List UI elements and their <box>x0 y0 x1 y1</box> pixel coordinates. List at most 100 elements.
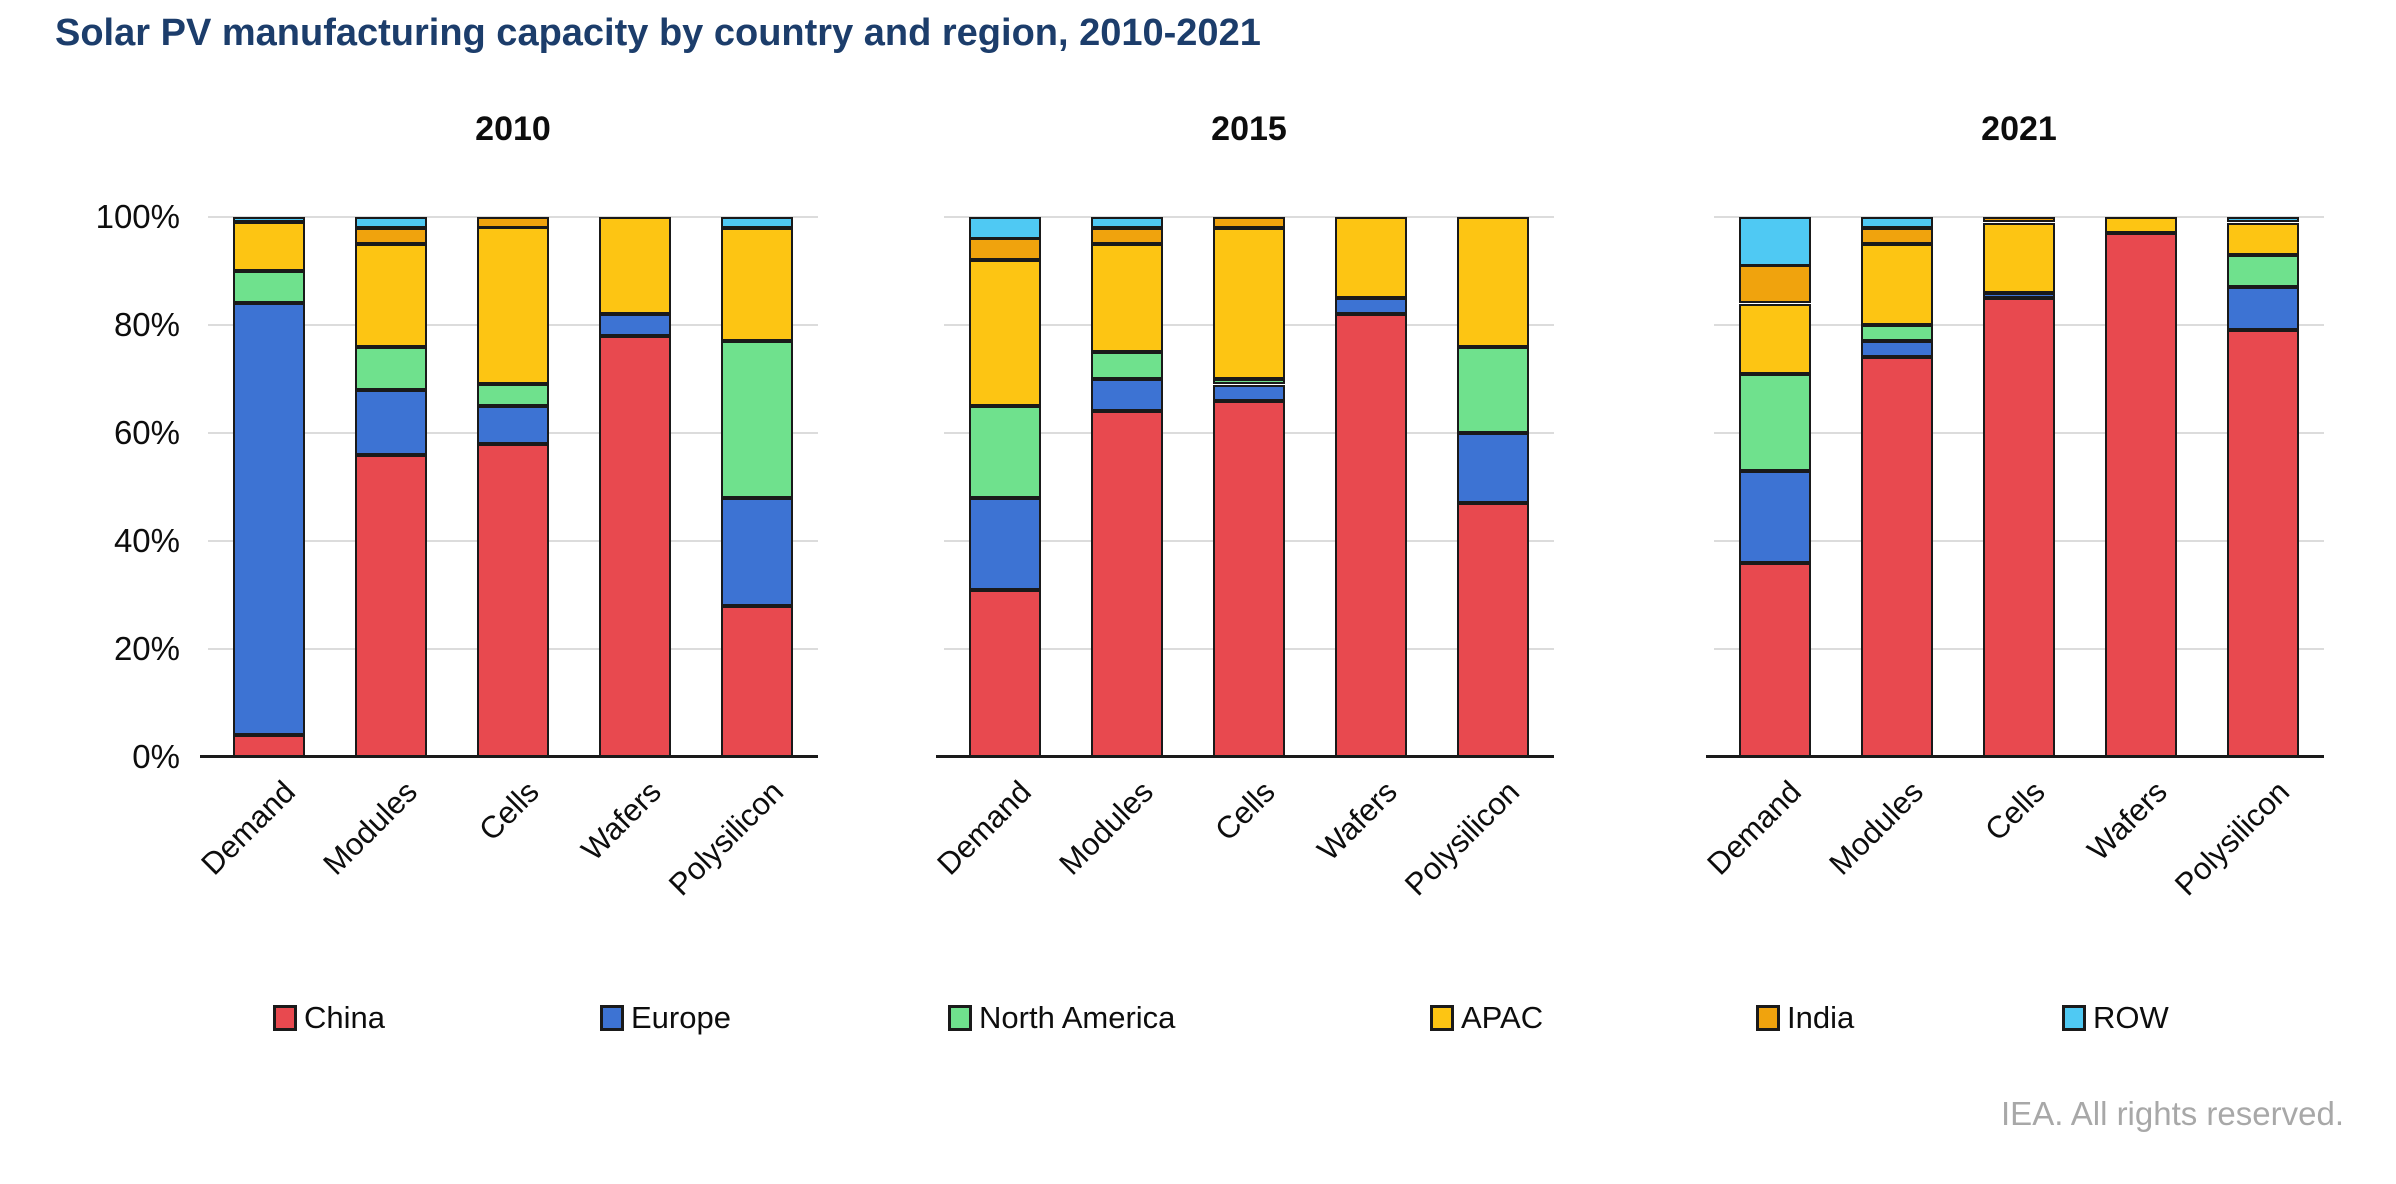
legend-swatch-apac <box>1430 1005 1454 1031</box>
bar-segment-2010-modules-europe <box>355 390 427 455</box>
x-axis-line <box>936 755 1554 758</box>
x-axis-line <box>1706 755 2324 758</box>
legend-swatch-north-america <box>948 1005 972 1031</box>
legend-item-europe: Europe <box>600 1000 731 1036</box>
bar-segment-2010-modules-india <box>355 228 427 244</box>
x-axis-line <box>200 755 818 758</box>
legend-item-india: India <box>1756 1000 1854 1036</box>
x-tick-label-wafers: Wafers <box>1310 774 1404 868</box>
chart-panel-2015: 2015 Demand Modules Cells Wafers Polysilicon <box>930 110 1554 950</box>
plot-area-2021 <box>1706 216 2324 758</box>
x-tick-label-cells: Cells <box>472 774 546 848</box>
bar-segment-2021-demand-north-america <box>1739 374 1811 471</box>
bar-segment-2010-cells-china <box>477 444 549 757</box>
bar-segment-2015-polysilicon-europe <box>1457 433 1529 503</box>
bar-segment-2021-cells-apac <box>1983 223 2055 293</box>
bar-segment-2010-modules-apac <box>355 244 427 347</box>
bar-segment-2021-polysilicon-europe <box>2227 287 2299 330</box>
chart-title-2015: 2015 <box>1211 110 1287 148</box>
bar-segment-2015-cells-india <box>1213 217 1285 228</box>
bar-segment-2010-polysilicon-apac <box>721 228 793 341</box>
bar-segment-2015-polysilicon-north-america <box>1457 347 1529 433</box>
bar-segment-2010-polysilicon-europe <box>721 498 793 606</box>
bar-segment-2021-demand-apac <box>1739 304 1811 374</box>
bar-segment-2015-wafers-apac <box>1335 217 1407 298</box>
bar-segment-2015-polysilicon-apac <box>1457 217 1529 347</box>
bar-segment-2015-modules-europe <box>1091 379 1163 411</box>
plot-area-2015 <box>936 216 1554 758</box>
x-tick-label-wafers: Wafers <box>2080 774 2174 868</box>
bar-segment-2021-polysilicon-row <box>2227 217 2299 222</box>
bar-segment-2015-wafers-china <box>1335 314 1407 757</box>
bar-segment-2010-cells-europe <box>477 406 549 444</box>
bar-segment-2015-demand-apac <box>969 260 1041 406</box>
bar-segment-2015-wafers-europe <box>1335 298 1407 314</box>
legend-swatch-china <box>273 1005 297 1031</box>
bar-segment-2021-modules-row <box>1861 217 1933 228</box>
bar-segment-2010-demand-apac <box>233 222 305 271</box>
x-axis-labels-2010: Demand Modules Cells Wafers Polysilicon <box>194 760 818 950</box>
bar-segment-2021-modules-china <box>1861 357 1933 757</box>
bar-segment-2010-polysilicon-row <box>721 217 793 228</box>
bar-segment-2021-demand-india <box>1739 265 1811 303</box>
legend-label: ROW <box>2093 1000 2169 1035</box>
legend-swatch-row <box>2062 1005 2086 1031</box>
legend-label: Europe <box>631 1000 731 1035</box>
bar-segment-2015-cells-north-america <box>1213 379 1285 384</box>
y-tick-label-60pct: 60% <box>113 414 180 451</box>
legend-swatch-europe <box>600 1005 624 1031</box>
bar-segment-2010-cells-apac <box>477 227 549 384</box>
plot-area-2010 <box>200 216 818 758</box>
legend-item-north-america: North America <box>948 1000 1175 1036</box>
x-tick-label-modules: Modules <box>316 774 424 882</box>
bar-segment-2015-demand-north-america <box>969 406 1041 498</box>
bar-segment-2021-cells-europe <box>1983 293 2055 298</box>
x-tick-label-demand: Demand <box>1700 774 1808 882</box>
legend-label: China <box>304 1000 385 1035</box>
y-axis: 100% 80% 60% 40% 20% 0% <box>30 198 190 775</box>
bar-segment-2010-cells-north-america <box>477 384 549 406</box>
bar-segment-2010-demand-europe <box>233 303 305 735</box>
x-tick-label-demand: Demand <box>930 774 1038 882</box>
bar-segment-2021-polysilicon-apac <box>2227 223 2299 255</box>
x-tick-label-demand: Demand <box>194 774 302 882</box>
legend-label: India <box>1787 1000 1855 1035</box>
bar-segment-2015-modules-apac <box>1091 244 1163 352</box>
x-tick-label-polysilicon: Polysilicon <box>2167 774 2296 903</box>
bar-segment-2015-demand-india <box>969 238 1041 260</box>
bar-segment-2015-cells-europe <box>1213 385 1285 401</box>
bar-segment-2015-modules-india <box>1091 228 1163 244</box>
legend-item-row: ROW <box>2062 1000 2169 1036</box>
x-tick-label-cells: Cells <box>1208 774 1282 848</box>
bar-segment-2015-demand-china <box>969 590 1041 757</box>
bar-segment-2010-wafers-china <box>599 336 671 757</box>
bar-segment-2015-modules-china <box>1091 411 1163 757</box>
x-tick-label-wafers: Wafers <box>574 774 668 868</box>
bar-segment-2015-demand-row <box>969 217 1041 239</box>
bar-segment-2021-modules-europe <box>1861 341 1933 357</box>
y-tick-label-40pct: 40% <box>113 522 180 559</box>
bar-segment-2021-polysilicon-china <box>2227 330 2299 757</box>
bar-segment-2021-demand-china <box>1739 563 1811 757</box>
bar-segment-2021-wafers-china <box>2105 233 2177 757</box>
bar-segment-2010-polysilicon-north-america <box>721 341 793 498</box>
bar-segment-2021-modules-north-america <box>1861 325 1933 341</box>
bar-segment-2015-cells-china <box>1213 401 1285 757</box>
bar-segment-2021-demand-row <box>1739 217 1811 266</box>
bar-segment-2021-cells-india <box>1983 217 2055 222</box>
figure-title: Solar PV manufacturing capacity by count… <box>55 12 1261 54</box>
x-tick-label-modules: Modules <box>1052 774 1160 882</box>
bar-segment-2021-demand-europe <box>1739 471 1811 563</box>
bar-segment-2010-demand-china <box>233 735 305 757</box>
bar-segment-2010-modules-north-america <box>355 347 427 390</box>
y-tick-label-100pct: 100% <box>95 198 180 235</box>
bar-segment-2021-wafers-apac <box>2105 217 2177 233</box>
x-tick-label-cells: Cells <box>1978 774 2052 848</box>
bar-segment-2015-modules-row <box>1091 217 1163 228</box>
legend-item-china: China <box>273 1000 385 1036</box>
y-tick-label-80pct: 80% <box>113 306 180 343</box>
bar-segment-2010-modules-row <box>355 217 427 228</box>
legend-label: North America <box>979 1000 1176 1035</box>
x-tick-label-modules: Modules <box>1822 774 1930 882</box>
